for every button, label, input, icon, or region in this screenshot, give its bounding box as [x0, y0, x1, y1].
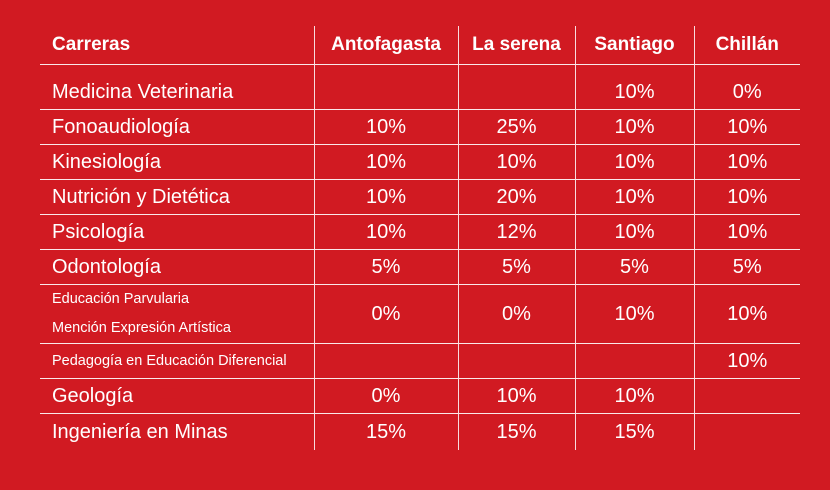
- antofagasta-cell: 10%: [313, 144, 458, 180]
- la-serena-cell: 12%: [457, 214, 575, 250]
- header-santiago: Santiago: [574, 26, 694, 65]
- career-cell: Medicina Veterinaria: [40, 64, 314, 110]
- table-row: Fonoaudiología 10% 25% 10% 10%: [40, 109, 800, 145]
- table-row: Educación Parvularia Mención Expresión A…: [40, 284, 800, 344]
- santiago-cell: 15%: [574, 413, 694, 450]
- career-cell: Nutrición y Dietética: [40, 179, 314, 215]
- santiago-cell: 10%: [574, 378, 694, 414]
- santiago-cell: 10%: [574, 144, 694, 180]
- career-line-1: Educación Parvularia: [52, 291, 190, 307]
- table-row: Ingeniería en Minas 15% 15% 15%: [40, 413, 800, 450]
- antofagasta-cell: 10%: [313, 214, 458, 250]
- header-carreras: Carreras: [40, 26, 314, 65]
- antofagasta-cell: 10%: [313, 179, 458, 215]
- la-serena-cell: 20%: [457, 179, 575, 215]
- chillan-cell: 10%: [693, 109, 800, 145]
- la-serena-cell: 10%: [457, 378, 575, 414]
- santiago-cell: 10%: [574, 179, 694, 215]
- santiago-cell: 10%: [574, 109, 694, 145]
- antofagasta-cell: [313, 64, 458, 110]
- la-serena-cell: 0%: [457, 284, 575, 344]
- santiago-cell: 10%: [574, 214, 694, 250]
- chillan-cell: 10%: [693, 284, 800, 344]
- santiago-cell: 10%: [574, 284, 694, 344]
- header-antofagasta: Antofagasta: [313, 26, 458, 65]
- la-serena-cell: 10%: [457, 144, 575, 180]
- la-serena-cell: 25%: [457, 109, 575, 145]
- antofagasta-cell: 10%: [313, 109, 458, 145]
- table-row: Pedagogía en Educación Diferencial 10%: [40, 343, 800, 379]
- chillan-cell: 10%: [693, 144, 800, 180]
- table-container: Carreras Antofagasta La serena Santiago …: [40, 26, 800, 450]
- la-serena-cell: 5%: [457, 249, 575, 285]
- discount-table: Carreras Antofagasta La serena Santiago …: [40, 26, 800, 450]
- career-cell: Psicología: [40, 214, 314, 250]
- chillan-cell: [693, 413, 800, 450]
- career-cell: Kinesiología: [40, 144, 314, 180]
- career-cell: Fonoaudiología: [40, 109, 314, 145]
- chillan-cell: [693, 378, 800, 414]
- santiago-cell: 10%: [574, 64, 694, 110]
- santiago-cell: [574, 343, 694, 379]
- career-line-2: Mención Expresión Artística: [52, 320, 231, 336]
- antofagasta-cell: 15%: [313, 413, 458, 450]
- table-row: Kinesiología 10% 10% 10% 10%: [40, 144, 800, 180]
- chillan-cell: 10%: [693, 214, 800, 250]
- header-la-serena: La serena: [457, 26, 575, 65]
- table-row: Medicina Veterinaria 10% 0%: [40, 64, 800, 110]
- career-cell: Educación Parvularia Mención Expresión A…: [40, 284, 314, 344]
- chillan-cell: 5%: [693, 249, 800, 285]
- la-serena-cell: [457, 64, 575, 110]
- career-cell: Ingeniería en Minas: [52, 420, 228, 443]
- table-row: Psicología 10% 12% 10% 10%: [40, 214, 800, 250]
- table-row: Odontología 5% 5% 5% 5%: [40, 249, 800, 285]
- career-cell: Geología: [40, 378, 314, 414]
- chillan-cell: 10%: [693, 179, 800, 215]
- santiago-cell: 5%: [574, 249, 694, 285]
- career-cell: Pedagogía en Educación Diferencial: [40, 343, 314, 379]
- antofagasta-cell: 0%: [313, 284, 458, 344]
- la-serena-cell: 15%: [457, 413, 575, 450]
- header-row: Carreras Antofagasta La serena Santiago …: [40, 26, 800, 65]
- header-chillan: Chillán: [693, 26, 800, 65]
- antofagasta-cell: 0%: [313, 378, 458, 414]
- career-cell: Odontología: [40, 249, 314, 285]
- antofagasta-cell: 5%: [313, 249, 458, 285]
- la-serena-cell: [457, 343, 575, 379]
- table-row: Geología 0% 10% 10%: [40, 378, 800, 414]
- chillan-cell: 10%: [693, 343, 800, 379]
- table-row: Nutrición y Dietética 10% 20% 10% 10%: [40, 179, 800, 215]
- antofagasta-cell: [313, 343, 458, 379]
- chillan-cell: 0%: [693, 64, 800, 110]
